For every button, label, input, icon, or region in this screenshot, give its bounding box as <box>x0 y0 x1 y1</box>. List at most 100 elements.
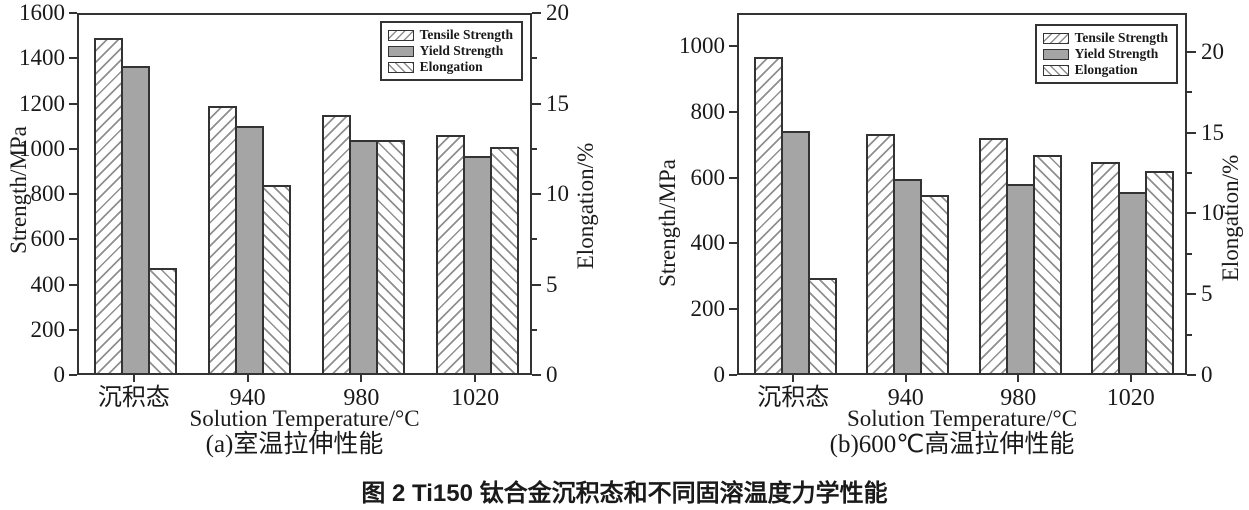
bar-yield-strength-980 <box>348 140 378 373</box>
right-axis-tick-label: 0 <box>1201 362 1213 387</box>
right-axis-minor-tick <box>1187 91 1192 94</box>
plot-area-b: Tensile Strength Yield Strength Elongati… <box>737 13 1187 375</box>
left-axis-tick-label: 1400 <box>19 45 65 71</box>
right-axis-tick <box>532 283 541 286</box>
right-axis-minor-tick <box>1187 333 1192 336</box>
left-axis-tick <box>69 374 77 376</box>
bar-elongation-沉积态 <box>148 268 178 373</box>
panel-caption-b: (b)600℃高温拉伸性能 <box>829 431 1075 458</box>
panel-caption-a: (a)室温拉伸性能 <box>205 431 384 458</box>
bar-elongation-940 <box>920 195 950 373</box>
bar-tensile-strength-沉积态 <box>753 57 783 373</box>
x-category-label-980: 980 <box>1000 385 1037 411</box>
x-category-label-1020: 1020 <box>1106 385 1155 411</box>
elongation-swatch-icon <box>387 61 414 73</box>
right-axis-tick <box>1187 50 1196 53</box>
right-axis-tick-label: 20 <box>546 0 569 25</box>
legend-row-yield: Yield Strength <box>387 43 513 59</box>
left-axis-tick-label: 1600 <box>19 0 65 25</box>
bar-tensile-strength-沉积态 <box>94 38 124 373</box>
left-axis-tick <box>729 374 737 376</box>
bar-yield-strength-1020 <box>462 156 492 373</box>
x-axis-label-b: Solution Temperature/°C <box>846 406 1078 431</box>
bar-tensile-strength-1020 <box>1091 162 1121 373</box>
x-axis-tick <box>792 375 795 382</box>
legend-row-tensile: Tensile Strength <box>387 27 513 43</box>
tensile-strength-swatch-icon <box>1042 32 1069 44</box>
legend-row-yield: Yield Strength <box>1042 46 1168 62</box>
left-axis-tick <box>69 12 77 14</box>
right-axis-minor-tick <box>532 328 537 331</box>
bar-yield-strength-1020 <box>1118 192 1148 373</box>
bar-tensile-strength-980 <box>978 138 1008 373</box>
right-axis-tick-label: 20 <box>1201 38 1224 64</box>
legend-row-elongation: Elongation <box>1042 62 1168 78</box>
left-axis-tick-label: 400 <box>690 230 726 256</box>
bar-tensile-strength-940 <box>866 134 896 373</box>
left-axis-tick <box>729 44 737 47</box>
x-axis-tick <box>246 375 249 382</box>
x-category-label-980: 980 <box>343 385 380 411</box>
right-axis-minor-tick <box>1187 252 1192 255</box>
x-axis-label-a: Solution Temperature/°C <box>189 406 420 431</box>
legend-label: Elongation <box>1074 62 1138 77</box>
legend-label: Tensile Strength <box>419 27 513 42</box>
left-axis-tick <box>69 57 77 60</box>
bar-tensile-strength-980 <box>321 115 351 373</box>
left-axis-tick <box>69 328 77 331</box>
left-axis-tick <box>729 110 737 113</box>
x-category-label-沉积态: 沉积态 <box>97 385 170 411</box>
x-category-label-940: 940 <box>887 385 924 411</box>
left-axis-tick <box>69 193 77 195</box>
right-axis-tick <box>532 102 541 105</box>
left-axis-tick-label: 0 <box>713 362 726 387</box>
legend-row-elongation: Elongation <box>387 59 513 75</box>
right-axis-tick-label: 0 <box>546 362 558 387</box>
right-axis-tick <box>532 12 541 14</box>
bar-elongation-940 <box>262 185 292 373</box>
bar-yield-strength-940 <box>235 126 265 373</box>
x-category-label-沉积态: 沉积态 <box>757 385 830 411</box>
right-axis-minor-tick <box>532 238 537 241</box>
tensile-strength-swatch-icon <box>387 29 414 41</box>
bar-elongation-1020 <box>489 147 519 373</box>
left-axis-tick <box>69 283 77 286</box>
left-axis-tick <box>69 238 77 241</box>
right-axis-tick-label: 10 <box>546 181 569 206</box>
left-axis-tick-label: 800 <box>690 98 726 124</box>
right-axis-tick-label: 15 <box>1201 119 1224 145</box>
bar-elongation-980 <box>1032 155 1062 373</box>
elongation-swatch-icon <box>1042 64 1069 76</box>
legend: Tensile Strength Yield Strength Elongati… <box>1034 24 1178 84</box>
x-category-label-1020: 1020 <box>451 385 500 411</box>
legend: Tensile Strength Yield Strength Elongati… <box>379 21 523 81</box>
legend-label: Tensile Strength <box>1074 30 1168 45</box>
right-axis-tick <box>1187 374 1196 376</box>
right-axis-tick <box>1187 212 1196 215</box>
right-axis-tick <box>1187 131 1196 134</box>
legend-label: Yield Strength <box>1074 46 1159 61</box>
right-axis-minor-tick <box>532 147 537 150</box>
x-axis-tick <box>904 375 907 382</box>
right-axis-tick-label: 15 <box>546 90 569 116</box>
legend-label: Yield Strength <box>419 43 504 58</box>
left-axis-tick-label: 200 <box>30 316 66 342</box>
bar-elongation-980 <box>375 140 405 373</box>
left-axis-tick-label: 200 <box>690 296 726 322</box>
left-axis-tick <box>729 308 737 311</box>
left-axis-tick <box>729 176 737 179</box>
x-axis-tick <box>1129 375 1132 382</box>
right-axis-minor-tick <box>1187 171 1192 174</box>
left-axis-tick-label: 1200 <box>19 90 65 116</box>
bar-tensile-strength-940 <box>208 106 238 373</box>
x-axis-tick <box>360 375 363 382</box>
right-axis-tick-label: 5 <box>1201 281 1213 307</box>
x-category-label-940: 940 <box>229 385 266 411</box>
left-axis-tick <box>69 102 77 105</box>
x-axis-tick <box>132 375 135 382</box>
figure-caption: 图 2 Ti150 钛合金沉积态和不同固溶温度力学性能 <box>361 480 888 507</box>
right-axis-tick <box>532 374 541 376</box>
bar-yield-strength-980 <box>1005 184 1035 373</box>
right-axis-tick <box>532 193 541 195</box>
